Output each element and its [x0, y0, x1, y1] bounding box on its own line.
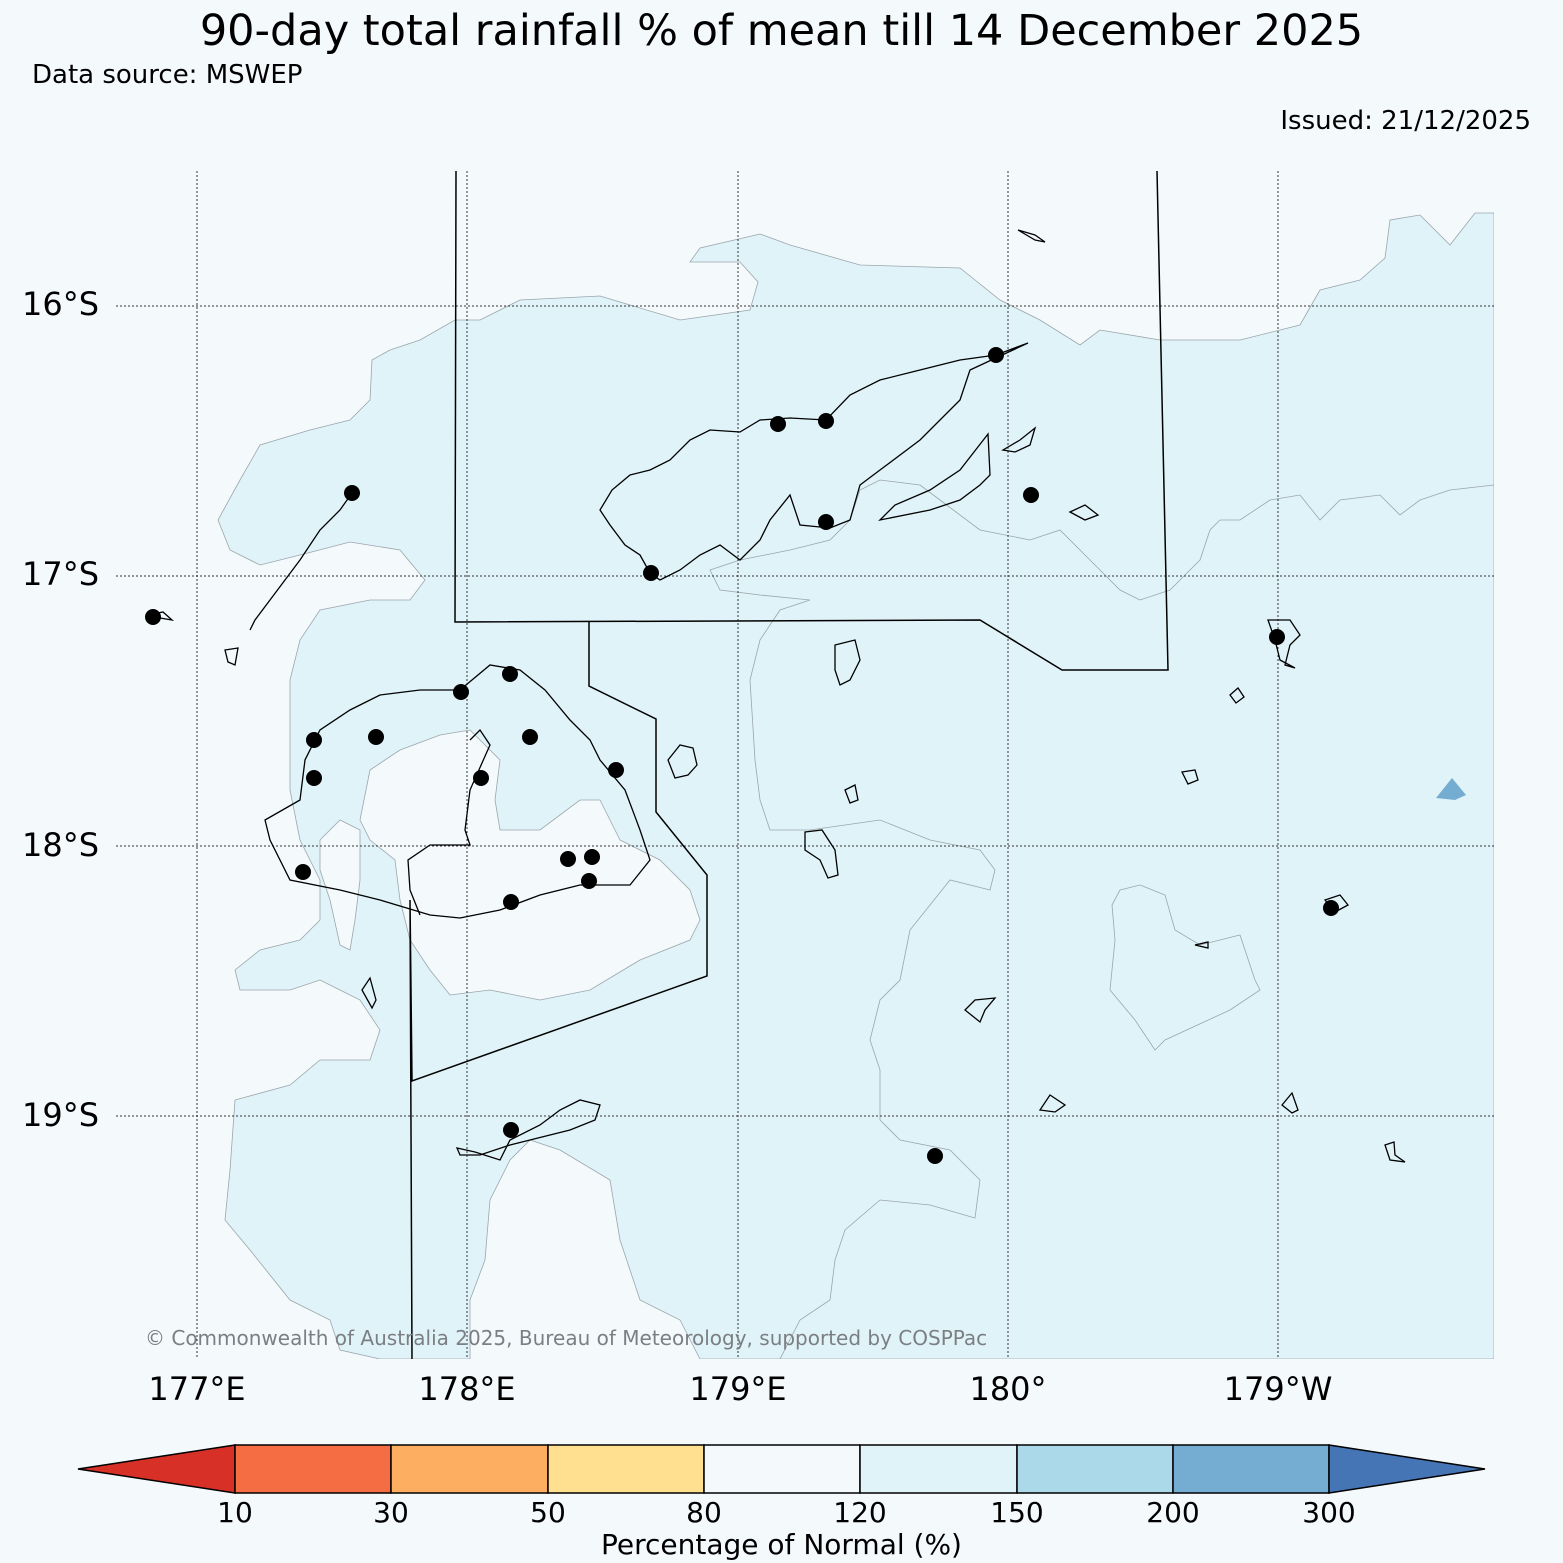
copyright-notice: © Commonwealth of Australia 2025, Bureau…: [145, 1326, 988, 1350]
colorbar-tick-30: 30: [373, 1496, 409, 1529]
station-marker: [473, 770, 489, 786]
island-levuka: [1001, 426, 1037, 453]
colorbar-band-80-120: [703, 1444, 861, 1494]
island-gau: [804, 829, 839, 879]
station-marker: [560, 851, 576, 867]
colorbar: [0, 1440, 1563, 1500]
island-mamanuca: [224, 647, 239, 666]
lat-label-18s: 18°S: [22, 826, 100, 864]
colorbar-title: Percentage of Normal (%): [601, 1528, 962, 1561]
yasawa-coast: [249, 492, 353, 631]
station-marker: [581, 873, 597, 889]
division-boundaries: [409, 171, 1169, 1359]
station-marker: [368, 729, 384, 745]
colorbar-band-150-200: [1016, 1444, 1174, 1494]
band-80-120-viti-levu: [359, 729, 701, 1001]
station-marker: [522, 729, 538, 745]
map-title: 90-day total rainfall % of mean till 14 …: [199, 6, 1364, 56]
colorbar-tick-80: 80: [686, 1496, 722, 1529]
colorbar-band-50-80: [547, 1444, 705, 1494]
band-200-300: [1436, 778, 1466, 800]
island-lau-3: [1181, 769, 1199, 785]
colorbar-band-10-30: [234, 1444, 392, 1494]
island-lau-4: [1229, 687, 1245, 704]
island-lau-7: [1017, 229, 1046, 243]
island-koro: [1068, 504, 1100, 521]
coastlines: [147, 229, 1406, 1163]
station-marker: [584, 849, 600, 865]
station-marker: [643, 565, 659, 581]
colorbar-tick-50: 50: [530, 1496, 566, 1529]
island-lakeba: [667, 744, 698, 779]
station-marker: [608, 762, 624, 778]
station-marker: [145, 609, 161, 625]
island-nairai: [844, 784, 859, 804]
rain-stations: [145, 347, 1339, 1164]
station-marker: [306, 732, 322, 748]
colorbar-extend-high: [1328, 1444, 1486, 1494]
island-beqa: [361, 976, 377, 1010]
island-moala: [834, 639, 861, 686]
station-marker: [1269, 629, 1285, 645]
kadavu-coast: [455, 1099, 601, 1161]
band-80-120-east: [1109, 884, 1261, 1051]
station-marker: [818, 413, 834, 429]
colorbar-band-30-50: [390, 1444, 549, 1494]
colorbar-extend-low: [77, 1444, 236, 1494]
station-marker: [295, 864, 311, 880]
issued-date: Issued: 21/12/2025: [1280, 106, 1531, 136]
vanua-levu-coast: [599, 342, 1029, 581]
station-marker: [988, 347, 1004, 363]
lat-label-16s: 16°S: [22, 285, 100, 323]
island-lau-1: [1267, 619, 1301, 669]
station-marker: [503, 894, 519, 910]
island-ono: [1038, 1094, 1067, 1113]
lon-label-179w: 179°W: [1223, 1370, 1333, 1408]
station-marker: [453, 684, 469, 700]
station-marker: [818, 514, 834, 530]
viti-levu-interior: [407, 728, 491, 916]
station-marker: [770, 416, 786, 432]
rainfall-map[interactable]: [116, 171, 1494, 1359]
island-totoya: [964, 997, 997, 1024]
station-marker: [503, 1122, 519, 1138]
colorbar-tick-10: 10: [217, 1496, 253, 1529]
lon-label-177e: 177°E: [148, 1370, 246, 1408]
colorbar-tick-150: 150: [990, 1496, 1044, 1529]
band-80-120-west: [319, 819, 361, 951]
station-marker: [502, 666, 518, 682]
island-vanuavatu: [1194, 941, 1209, 949]
station-marker: [1323, 900, 1339, 916]
lon-label-178e: 178°E: [418, 1370, 516, 1408]
lat-label-17s: 17°S: [22, 555, 100, 593]
data-source-label: Data source: MSWEP: [32, 60, 303, 90]
colorbar-band-120-150: [859, 1444, 1018, 1494]
colorbar-band-200-300: [1172, 1444, 1330, 1494]
lat-label-19s: 19°S: [22, 1096, 100, 1134]
colorbar-tick-300: 300: [1302, 1496, 1356, 1529]
lon-label-179e: 179°E: [689, 1370, 787, 1408]
island-lau-5: [1281, 1091, 1299, 1114]
band-120-150: [217, 212, 1494, 1359]
lon-label-180: 180°: [969, 1370, 1047, 1408]
colorbar-tick-200: 200: [1146, 1496, 1200, 1529]
viti-levu-coast: [264, 664, 651, 919]
station-marker: [927, 1148, 943, 1164]
station-marker: [306, 770, 322, 786]
station-marker: [344, 485, 360, 501]
taveuni-coast: [878, 432, 991, 522]
island-lau-6: [1384, 1141, 1406, 1163]
colorbar-tick-120: 120: [833, 1496, 887, 1529]
station-marker: [1023, 487, 1039, 503]
